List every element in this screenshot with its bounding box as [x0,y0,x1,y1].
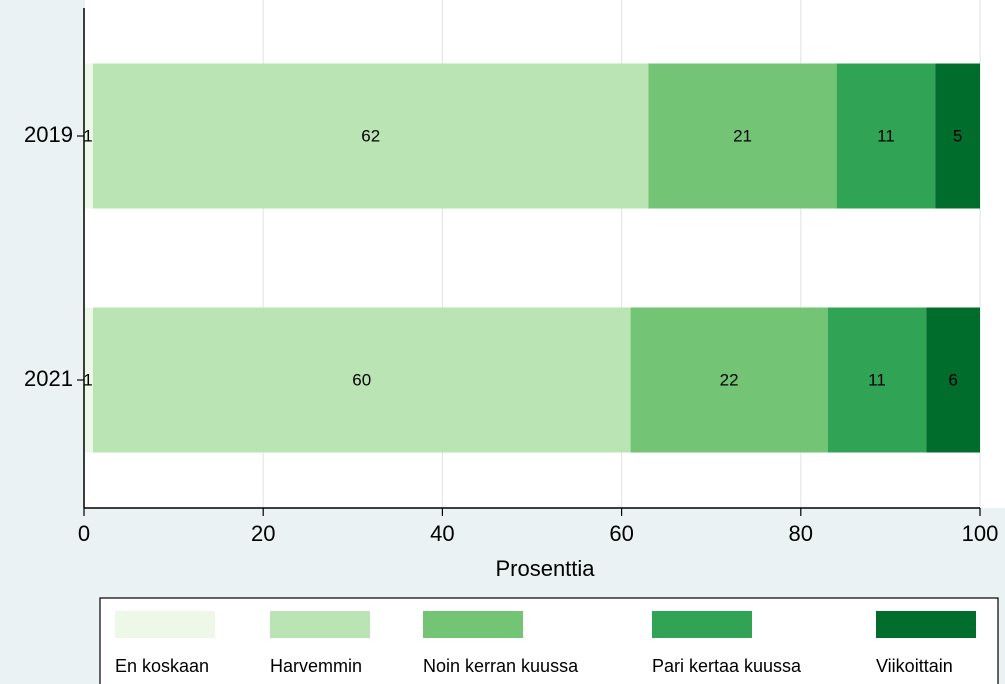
data-label: 5 [953,126,962,145]
x-tick-label: 100 [962,521,999,546]
data-label: 11 [868,370,886,389]
bar-segment [84,63,93,209]
legend-label: Pari kertaa kuussa [652,656,802,676]
x-axis-label: Prosenttia [495,556,595,581]
legend-swatch [115,611,215,638]
data-label: 6 [948,370,957,389]
legend-label: Viikoittain [876,656,953,676]
legend-label: Harvemmin [270,656,362,676]
x-tick-label: 0 [78,521,90,546]
data-label: 22 [720,370,739,389]
x-tick-label: 80 [789,521,813,546]
bar-segment [836,63,936,209]
bar-segment [935,63,980,209]
x-tick-label: 20 [251,521,275,546]
data-label: 1 [83,370,92,389]
legend-swatch [876,611,976,638]
y-tick-label: 2019 [24,122,73,147]
data-label: 11 [877,126,895,145]
legend-swatch [270,611,370,638]
bar-segment [92,63,649,209]
legend-swatch [423,611,523,638]
data-label: 60 [352,370,371,389]
legend-box [99,597,999,684]
x-tick-label: 60 [609,521,633,546]
data-label: 62 [361,126,380,145]
legend-label: Noin kerran kuussa [423,656,579,676]
y-tick-label: 2021 [24,366,73,391]
x-tick-label: 40 [430,521,454,546]
data-label: 21 [733,126,752,145]
bar-segment [630,307,828,453]
bar-segment [926,307,980,453]
legend-label: En koskaan [115,656,209,676]
data-label: 1 [83,126,92,145]
bar-segment [84,307,93,453]
legend-swatch [652,611,752,638]
bar-segment [648,63,837,209]
bar-segment [92,307,631,453]
bar-segment [827,307,927,453]
